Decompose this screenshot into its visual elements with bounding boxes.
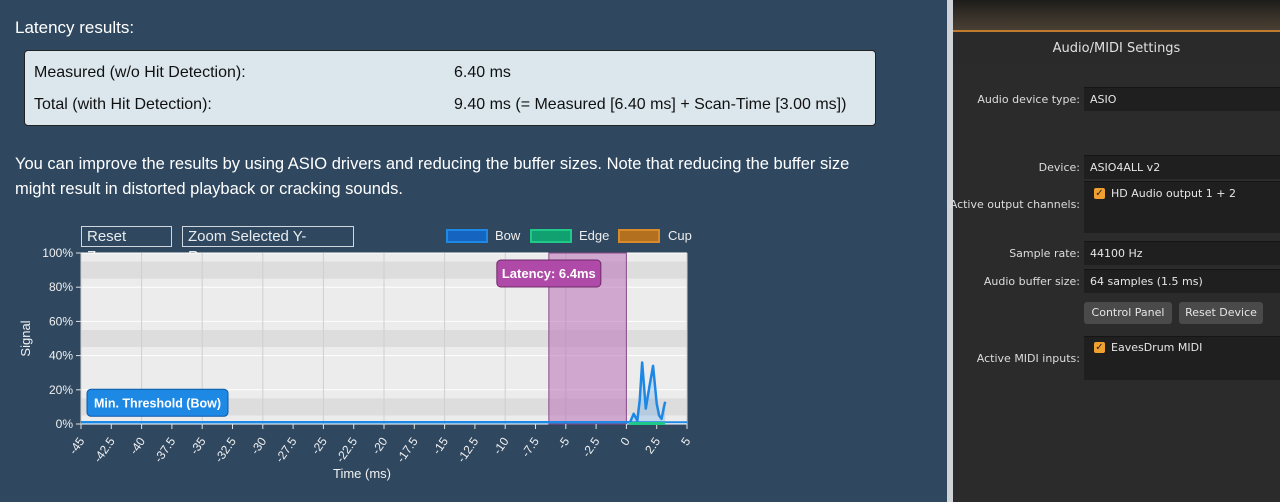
note-line-2: might result in distorted playback or cr… (15, 180, 403, 198)
measured-label: Measured (w/o Hit Detection): (34, 64, 246, 81)
legend-swatch-cup[interactable] (618, 229, 660, 243)
latency-label-box (496, 259, 602, 288)
y-tick-label: 100% (42, 246, 73, 260)
x-tick-label: -2.5 (579, 434, 603, 459)
measured-value: 6.40 ms (454, 64, 511, 81)
y-tick-label: 0% (56, 417, 74, 431)
x-tick-label: 2.5 (642, 434, 663, 456)
latency-heading: Latency results: (15, 18, 135, 37)
midi-input-item-label[interactable]: EavesDrum MIDI (1111, 341, 1203, 354)
note-line-1: You can improve the results by using ASI… (15, 155, 850, 173)
output-channels-list (1084, 181, 1280, 233)
output-channels-label: Active output channels: (949, 198, 1080, 211)
output-channel-item-label[interactable]: HD Audio output 1 + 2 (1111, 187, 1236, 200)
total-label: Total (with Hit Detection): (34, 96, 212, 113)
reset-device-button[interactable]: Reset Device (1179, 302, 1263, 324)
dialog-title: Audio/MIDI Settings (1052, 41, 1181, 56)
legend-label-bow[interactable]: Bow (495, 228, 521, 243)
results-box: Measured (w/o Hit Detection): 6.40 ms To… (24, 50, 876, 126)
x-tick-label: -10 (490, 434, 512, 457)
x-tick-label: -20 (369, 434, 391, 457)
midi-inputs-list (1084, 336, 1280, 380)
x-axis-title: Time (ms) (333, 466, 391, 481)
x-tick-label: -17.5 (394, 434, 421, 465)
series-area-bow (626, 362, 666, 424)
x-tick-label: -37.5 (151, 434, 178, 465)
x-tick-label: -40 (127, 434, 149, 457)
y-tick-label: 80% (49, 280, 73, 294)
x-tick-label: -12.5 (454, 434, 481, 465)
threshold-label: Min. Threshold (Bow) (94, 396, 221, 410)
x-tick-label: 5 (678, 434, 693, 448)
improvement-note: You can improve the results by using ASI… (15, 152, 895, 202)
output-channel-checkbox[interactable]: ✓ (1094, 188, 1105, 199)
legend-swatch-edge[interactable] (530, 229, 572, 243)
device-select[interactable]: ASIO4ALL v2 (1084, 155, 1280, 179)
y-tick-label: 40% (49, 349, 73, 363)
x-tick-label: -25 (308, 434, 330, 457)
device-label: Device: (1038, 161, 1080, 174)
total-value: 9.40 ms (= Measured [6.40 ms] + Scan-Tim… (454, 96, 847, 113)
control-panel-button[interactable]: Control Panel (1084, 302, 1172, 324)
audio-midi-settings-panel: Audio/MIDI Settings Audio device type: A… (949, 0, 1280, 502)
reset-zoom-button[interactable]: Reset Zoom (81, 226, 172, 265)
legend-label-cup[interactable]: Cup (668, 228, 692, 243)
latency-chart[interactable]: Latency: 6.4ms 0% 20% 40% 60% 80% 100% -45 -42.5… (0, 245, 947, 502)
y-tick-label: 60% (49, 314, 73, 328)
sample-rate-select[interactable]: 44100 Hz (1084, 241, 1280, 265)
x-tick-label: -42.5 (91, 434, 118, 465)
x-tick-label: -27.5 (272, 434, 299, 465)
sample-rate-label: Sample rate: (1009, 247, 1080, 260)
window-divider (947, 0, 953, 502)
header-accent-line (953, 30, 1280, 32)
x-tick-label: -45 (66, 434, 88, 457)
x-tick-label: -32.5 (212, 434, 239, 465)
legend-swatch-bow[interactable] (446, 229, 488, 243)
x-tick-label: -5 (555, 434, 573, 451)
x-tick-label: -7.5 (519, 434, 543, 459)
y-tick-label: 20% (49, 383, 73, 397)
buffer-size-label: Audio buffer size: (983, 275, 1080, 288)
dialog-titlebar (953, 32, 1280, 65)
buffer-size-select[interactable]: 64 samples (1.5 ms) (1084, 269, 1280, 293)
x-tick-label: -15 (430, 434, 452, 457)
header-background (953, 0, 1280, 30)
latency-label: Latency: 6.4ms (502, 266, 596, 281)
threshold-label-box (86, 388, 229, 417)
latency-panel: Latency results: Measured (w/o Hit Detec… (0, 18, 947, 502)
device-type-label: Audio device type: (977, 93, 1080, 106)
x-tick-label: -35 (187, 434, 209, 457)
x-tick-label: -30 (248, 434, 270, 457)
x-tick-label: -22.5 (333, 434, 360, 465)
x-tick-label: 0 (618, 434, 633, 448)
midi-inputs-label: Active MIDI inputs: (976, 352, 1080, 365)
device-type-select[interactable]: ASIO (1084, 87, 1280, 111)
y-axis-title: Signal (18, 320, 33, 356)
legend-label-edge[interactable]: Edge (579, 228, 610, 243)
series-line-bow (81, 361, 667, 424)
zoom-selected-y-range-button[interactable]: Zoom Selected Y-Range (182, 226, 354, 265)
midi-input-checkbox[interactable]: ✓ (1094, 342, 1105, 353)
